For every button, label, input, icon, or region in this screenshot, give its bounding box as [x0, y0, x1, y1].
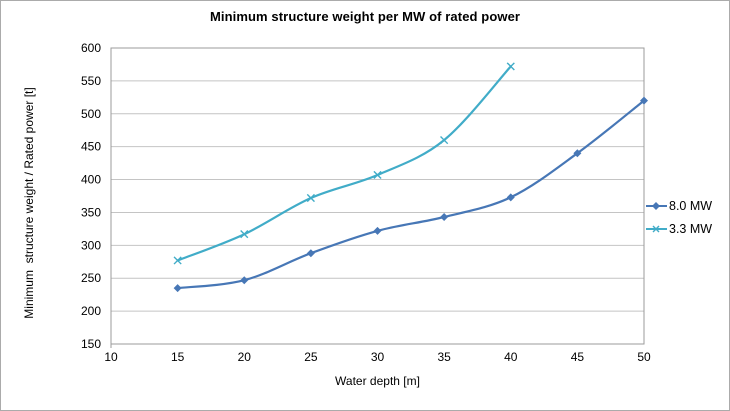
- x-tick-label: 30: [371, 350, 385, 364]
- x-tick-label: 40: [504, 350, 518, 364]
- chart-title: Minimum structure weight per MW of rated…: [209, 9, 521, 24]
- y-tick-label: 500: [81, 107, 101, 121]
- data-point-marker: [240, 276, 249, 285]
- data-point-marker: [573, 149, 582, 158]
- y-tick-label: 400: [81, 173, 101, 187]
- data-point-marker: [173, 256, 182, 265]
- x-tick-label: 15: [171, 350, 185, 364]
- data-point-marker: [440, 135, 449, 145]
- data-point-marker: [440, 213, 449, 222]
- x-tick-label: 50: [637, 350, 651, 364]
- data-point-marker: [173, 284, 182, 293]
- y-tick-label: 250: [81, 271, 101, 285]
- x-axis-title: Water depth [m]: [335, 374, 420, 388]
- x-tick-label: 35: [437, 350, 451, 364]
- x-tick-label: 25: [304, 350, 318, 364]
- plot-border: [110, 47, 645, 345]
- y-tick-label: 150: [81, 337, 101, 351]
- data-point-marker: [640, 96, 648, 105]
- series-line: [176, 99, 646, 290]
- legend: 8.0 MW 3.3 MW: [646, 194, 712, 240]
- data-point-marker: [240, 230, 249, 239]
- y-tick-label: 450: [81, 140, 101, 154]
- legend-item-3-3-mw: 3.3 MW: [646, 217, 712, 240]
- data-point-marker: [506, 193, 515, 202]
- series-x-marker-icon: [646, 225, 667, 232]
- y-tick-label: 200: [81, 304, 101, 318]
- series-diamond-marker-icon: [646, 201, 667, 210]
- y-tick-label: 300: [81, 238, 101, 252]
- legend-item-8-0-mw: 8.0 MW: [646, 194, 712, 217]
- data-point-marker: [306, 193, 315, 203]
- data-point-marker: [506, 62, 515, 71]
- x-tick-label: 20: [238, 350, 252, 364]
- data-point-marker: [373, 170, 382, 180]
- data-point-marker: [306, 249, 315, 258]
- x-tick-label: 10: [104, 350, 118, 364]
- y-tick-label: 600: [81, 41, 101, 55]
- x-tick-label: 45: [571, 350, 585, 364]
- y-tick-label: 350: [81, 205, 101, 219]
- data-point-marker: [373, 226, 382, 235]
- y-tick-label: 550: [81, 74, 101, 88]
- y-axis-title: Minimum structure weight / Rated power […: [22, 87, 36, 319]
- legend-label: 3.3 MW: [669, 221, 713, 236]
- series-line: [176, 65, 512, 262]
- legend-label: 8.0 MW: [669, 198, 713, 213]
